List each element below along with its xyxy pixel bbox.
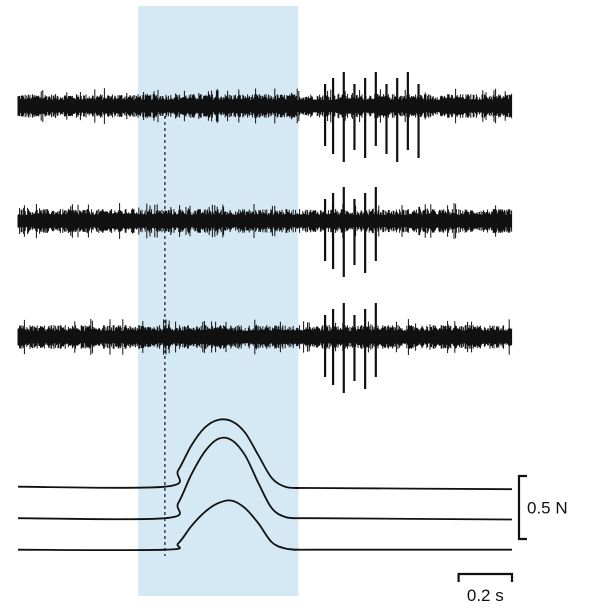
- neural-recordings: [17, 72, 513, 393]
- neural-recording-3: [17, 303, 513, 393]
- force-scale-label: 0.5 N: [527, 499, 568, 518]
- noise-core: [18, 331, 512, 343]
- scale-bars: 0.5 N 0.2 s: [457, 474, 568, 605]
- force-scale-bar: [517, 474, 527, 541]
- force-trace-2: [17, 436, 513, 521]
- force-trace-3: [17, 499, 512, 552]
- force-trace-1: [17, 418, 513, 491]
- noise-core: [18, 100, 512, 112]
- time-scale-bar: [457, 572, 514, 582]
- time-scale-label: 0.2 s: [467, 586, 504, 605]
- neural-recording-1: [17, 72, 513, 162]
- noise-core: [18, 215, 512, 227]
- neural-recording-2: [17, 187, 513, 277]
- force-traces: [17, 418, 513, 552]
